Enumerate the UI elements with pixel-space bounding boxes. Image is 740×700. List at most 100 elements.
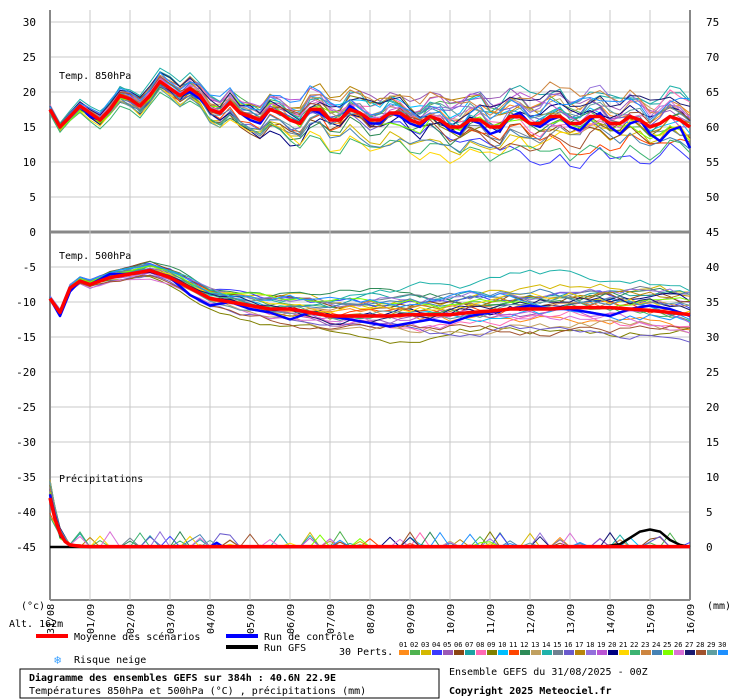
pert-swatch-03: [421, 650, 431, 655]
legend-control-label: Run de contrôle: [264, 631, 354, 643]
right-tick-label: 40: [706, 261, 719, 274]
pert-swatch-23: [641, 650, 651, 655]
member-t850-12: [49, 86, 691, 147]
member-t850-23: [49, 74, 691, 126]
date-label: 12/09: [526, 604, 537, 634]
date-label: 16/09: [686, 604, 697, 634]
member-t850-30: [49, 71, 691, 129]
pert-label-09: 09: [487, 641, 495, 649]
pert-label-23: 23: [641, 641, 649, 649]
member-t500-26: [49, 278, 691, 334]
pert-label-16: 16: [564, 641, 572, 649]
perturbation-legend: 01 02 03 04 05 06 07 08 09 10 11 12 13 14 15 16 17 18 19 20…: [399, 641, 728, 655]
mean-precip-line: [48, 497, 690, 549]
date-label: 14/09: [606, 604, 617, 634]
pert-label-28: 28: [696, 641, 704, 649]
date-label: 06/09: [286, 604, 297, 634]
date-label: 08/09: [366, 604, 377, 634]
pert-label-22: 22: [630, 641, 638, 649]
date-label: 10/09: [446, 604, 457, 634]
right-tick-label: 0: [706, 541, 713, 554]
legend-snow-label: Risque neige: [74, 655, 146, 666]
pert-label-27: 27: [685, 641, 693, 649]
pert-swatch-08: [476, 650, 486, 655]
footer-title: Diagramme des ensembles GEFS sur 384h : …: [29, 672, 336, 684]
pert-swatch-28: [696, 650, 706, 655]
member-t500-28: [49, 274, 691, 337]
pert-label-03: 03: [421, 641, 429, 649]
pert-swatch-09: [487, 650, 497, 655]
legend-gfs-label: Run GFS: [264, 643, 306, 654]
pert-swatch-07: [465, 650, 475, 655]
pert-swatch-11: [509, 650, 519, 655]
pert-label-06: 06: [454, 641, 462, 649]
date-label: 04/09: [206, 604, 217, 634]
date-label: 09/09: [406, 604, 417, 634]
legend-mean-label: Moyenne des scénarios: [74, 631, 200, 643]
pert-swatch-04: [432, 650, 442, 655]
pert-label-24: 24: [652, 641, 660, 649]
left-tick-label: -5: [23, 261, 36, 274]
pert-swatch-12: [520, 650, 530, 655]
date-label: 11/09: [486, 604, 497, 634]
panel-label-t500: Temp. 500hPa: [59, 251, 131, 262]
left-tick-label: -15: [16, 331, 36, 344]
pert-label-04: 04: [432, 641, 440, 649]
left-tick-label: -45: [16, 541, 36, 554]
pert-label-08: 08: [476, 641, 484, 649]
pert-swatch-13: [531, 650, 541, 655]
pert-label-29: 29: [707, 641, 715, 649]
pert-swatch-14: [542, 650, 552, 655]
pert-label-05: 05: [443, 641, 451, 649]
date-label: 05/09: [246, 604, 257, 634]
member-t850-28: [49, 75, 691, 152]
pert-swatch-25: [663, 650, 673, 655]
pert-label-02: 02: [410, 641, 418, 649]
date-label: 02/09: [126, 604, 137, 634]
pert-swatch-20: [608, 650, 618, 655]
pert-label-14: 14: [542, 641, 550, 649]
right-tick-label: 30: [706, 331, 719, 344]
pert-swatch-24: [652, 650, 662, 655]
left-tick-label: 10: [23, 156, 36, 169]
main-series: [48, 79, 692, 549]
pert-swatch-19: [597, 650, 607, 655]
pert-label-10: 10: [498, 641, 506, 649]
legend: Moyenne des scénarios Run de contrôle Ru…: [36, 631, 728, 667]
footer-copyright: Copyright 2025 Meteociel.fr: [449, 685, 612, 697]
left-tick-label: -40: [16, 506, 36, 519]
pert-swatch-15: [553, 650, 563, 655]
left-tick-label: 30: [23, 16, 36, 29]
member-t850-14: [49, 67, 691, 129]
pert-swatch-26: [674, 650, 684, 655]
pert-label-21: 21: [619, 641, 627, 649]
mean-t500-line: [48, 268, 691, 318]
date-label: 13/09: [566, 604, 577, 634]
pert-swatch-05: [443, 650, 453, 655]
left-tick-label: 5: [29, 191, 36, 204]
left-tick-label: -10: [16, 296, 36, 309]
pert-label-18: 18: [586, 641, 594, 649]
legend-perts-label: 30 Perts.: [339, 647, 393, 658]
mean-t850-line: [48, 79, 692, 129]
left-tick-label: 20: [23, 86, 36, 99]
left-tick-label: 0: [29, 226, 36, 239]
pert-label-30: 30: [718, 641, 726, 649]
pert-label-19: 19: [597, 641, 605, 649]
right-tick-label: 20: [706, 401, 719, 414]
pert-label-26: 26: [674, 641, 682, 649]
footer-run-info: Ensemble GEFS du 31/08/2025 - 00Z: [449, 667, 648, 678]
right-tick-label: 70: [706, 51, 719, 64]
date-label: 01/09: [86, 604, 97, 634]
right-tick-label: 75: [706, 16, 719, 29]
date-label: 03/09: [166, 604, 177, 634]
pert-label-07: 07: [465, 641, 473, 649]
right-tick-label: 15: [706, 436, 719, 449]
left-tick-label: -20: [16, 366, 36, 379]
pert-label-25: 25: [663, 641, 671, 649]
footer-box: [19, 668, 440, 699]
pert-label-11: 11: [509, 641, 517, 649]
right-unit-label: (mm): [707, 601, 731, 612]
member-t850-22: [49, 91, 691, 162]
